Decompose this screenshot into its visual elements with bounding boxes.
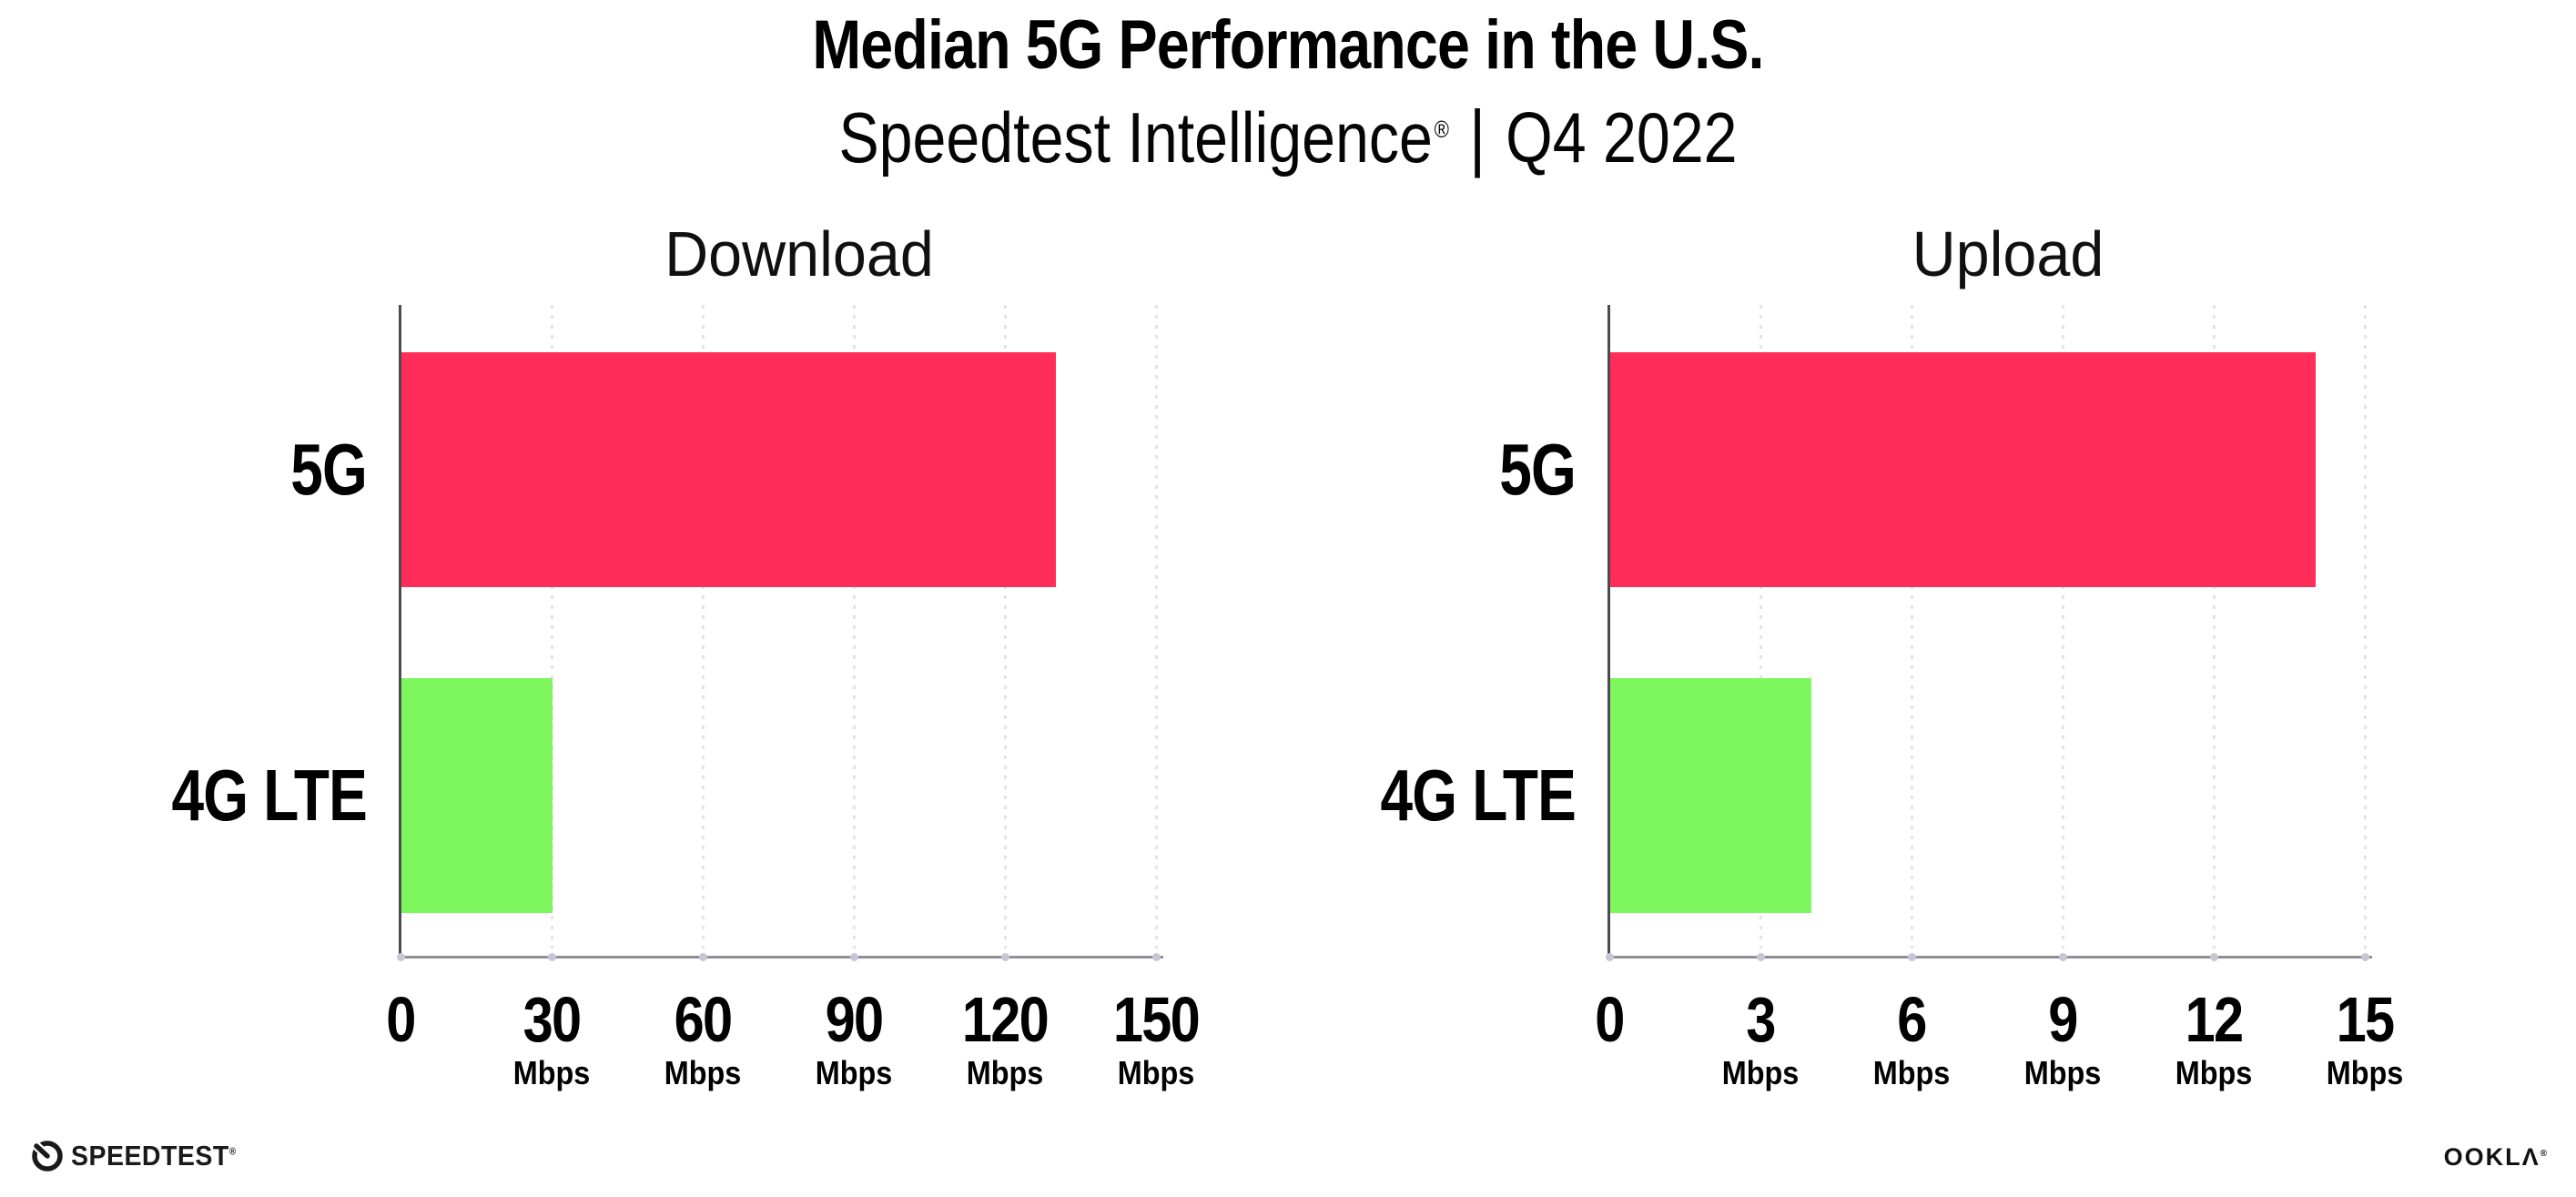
upload-tick-dot-12 — [2209, 953, 2218, 961]
download-tick-dot-150 — [1151, 953, 1161, 961]
download-gridline-120 — [1003, 305, 1007, 948]
download-y-axis — [399, 305, 401, 959]
download-tick-unit-150: Mbps — [1117, 1054, 1195, 1091]
upload-tick-dot-3 — [1756, 953, 1765, 961]
download-tick-label-90: 90 Mbps — [754, 988, 954, 1090]
upload-tick-unit-15: Mbps — [2326, 1054, 2404, 1091]
upload-y-axis — [1607, 305, 1610, 959]
download-tick-dot-60 — [698, 953, 707, 961]
upload-category-label-4g-lte: 4G LTE — [1380, 755, 1577, 836]
download-tick-value-60: 60 — [674, 984, 733, 1055]
download-gridline-90 — [852, 305, 856, 948]
download-tick-dot-90 — [849, 953, 858, 961]
download-tick-label-60: 60 Mbps — [603, 988, 803, 1090]
download-tick-unit-30: Mbps — [512, 1054, 591, 1091]
upload-tick-value-15: 15 — [2336, 984, 2395, 1055]
upload-tick-unit-12: Mbps — [2175, 1054, 2253, 1091]
upload-gridline-15 — [2363, 305, 2367, 948]
download-tick-value-120: 120 — [961, 984, 1050, 1055]
upload-tick-dot-9 — [2058, 953, 2067, 961]
download-tick-value-0: 0 — [386, 984, 416, 1055]
download-category-label-4g-lte: 4G LTE — [171, 755, 368, 836]
page-subtitle: Speedtest Intelligence® | Q4 2022 — [838, 96, 1738, 178]
upload-x-axis — [1607, 956, 2372, 959]
download-tick-dot-120 — [1000, 953, 1009, 961]
download-tick-label-120: 120 Mbps — [905, 988, 1105, 1090]
download-tick-dot-0 — [396, 953, 405, 961]
upload-tick-label-0: 0 — [1509, 988, 1709, 1051]
ookla-lambda-a: Λ — [2521, 1143, 2541, 1171]
upload-tick-unit-6: Mbps — [1872, 1054, 1951, 1091]
ookla-logo: OOKLΛ® — [2443, 1143, 2547, 1171]
download-gridline-60 — [701, 305, 705, 948]
ookla-trademark-icon: ® — [2540, 1149, 2547, 1159]
speedtest-gauge-icon — [30, 1139, 63, 1172]
upload-tick-label-6: 6 Mbps — [1811, 988, 2012, 1090]
upload-gridline-12 — [2212, 305, 2216, 948]
upload-tick-label-12: 12 Mbps — [2114, 988, 2314, 1090]
download-tick-unit-120: Mbps — [966, 1054, 1044, 1091]
speedtest-wordmark: SPEEDTEST® — [71, 1140, 237, 1172]
upload-bar-4g-lte — [1610, 678, 1811, 913]
download-tick-unit-90: Mbps — [815, 1054, 893, 1091]
upload-tick-label-3: 3 Mbps — [1660, 988, 1861, 1090]
upload-bar-5g — [1610, 352, 2316, 587]
download-bar-4g-lte — [401, 678, 553, 913]
upload-tick-value-12: 12 — [2185, 984, 2244, 1055]
upload-tick-dot-15 — [2360, 953, 2369, 961]
page-title: Median 5G Performance in the U.S. — [812, 6, 1764, 84]
subtitle-divider: | — [1468, 96, 1486, 178]
download-tick-value-30: 30 — [522, 984, 582, 1055]
download-category-label-5g: 5G — [290, 429, 368, 510]
subtitle-product: Speedtest Intelligence — [838, 97, 1433, 178]
subtitle-period: Q4 2022 — [1506, 97, 1738, 178]
download-gridline-150 — [1154, 305, 1158, 948]
download-x-axis — [399, 956, 1163, 959]
download-tick-value-90: 90 — [825, 984, 884, 1055]
upload-gridline-3 — [1759, 305, 1762, 948]
download-tick-unit-60: Mbps — [664, 1054, 742, 1091]
download-tick-label-30: 30 Mbps — [451, 988, 652, 1090]
download-tick-label-0: 0 — [300, 988, 501, 1051]
upload-tick-value-3: 3 — [1746, 984, 1776, 1055]
upload-tick-unit-9: Mbps — [2023, 1054, 2102, 1091]
registered-trademark-icon: ® — [1434, 116, 1449, 143]
speedtest-logo: SPEEDTEST® — [30, 1136, 250, 1176]
download-tick-dot-30 — [547, 953, 556, 961]
upload-tick-label-15: 15 Mbps — [2265, 988, 2465, 1090]
upload-tick-value-9: 9 — [2048, 984, 2078, 1055]
upload-tick-dot-6 — [1907, 953, 1916, 961]
upload-tick-value-0: 0 — [1595, 984, 1625, 1055]
ookla-stylized-k: K — [2485, 1143, 2506, 1171]
download-tick-label-150: 150 Mbps — [1056, 988, 1256, 1090]
upload-tick-label-9: 9 Mbps — [1962, 988, 2163, 1090]
upload-tick-unit-3: Mbps — [1721, 1054, 1800, 1091]
upload-category-label-5g: 5G — [1499, 429, 1577, 510]
speedtest-trademark-icon: ® — [228, 1146, 237, 1158]
download-tick-value-150: 150 — [1112, 984, 1201, 1055]
upload-tick-dot-0 — [1605, 953, 1614, 961]
upload-gridline-6 — [1910, 305, 1913, 948]
download-bar-5g — [401, 352, 1056, 587]
upload-gridline-9 — [2061, 305, 2064, 948]
download-chart-title: Download — [664, 218, 934, 289]
download-gridline-30 — [550, 305, 553, 948]
upload-chart-title: Upload — [1912, 218, 2104, 289]
upload-tick-value-6: 6 — [1897, 984, 1927, 1055]
